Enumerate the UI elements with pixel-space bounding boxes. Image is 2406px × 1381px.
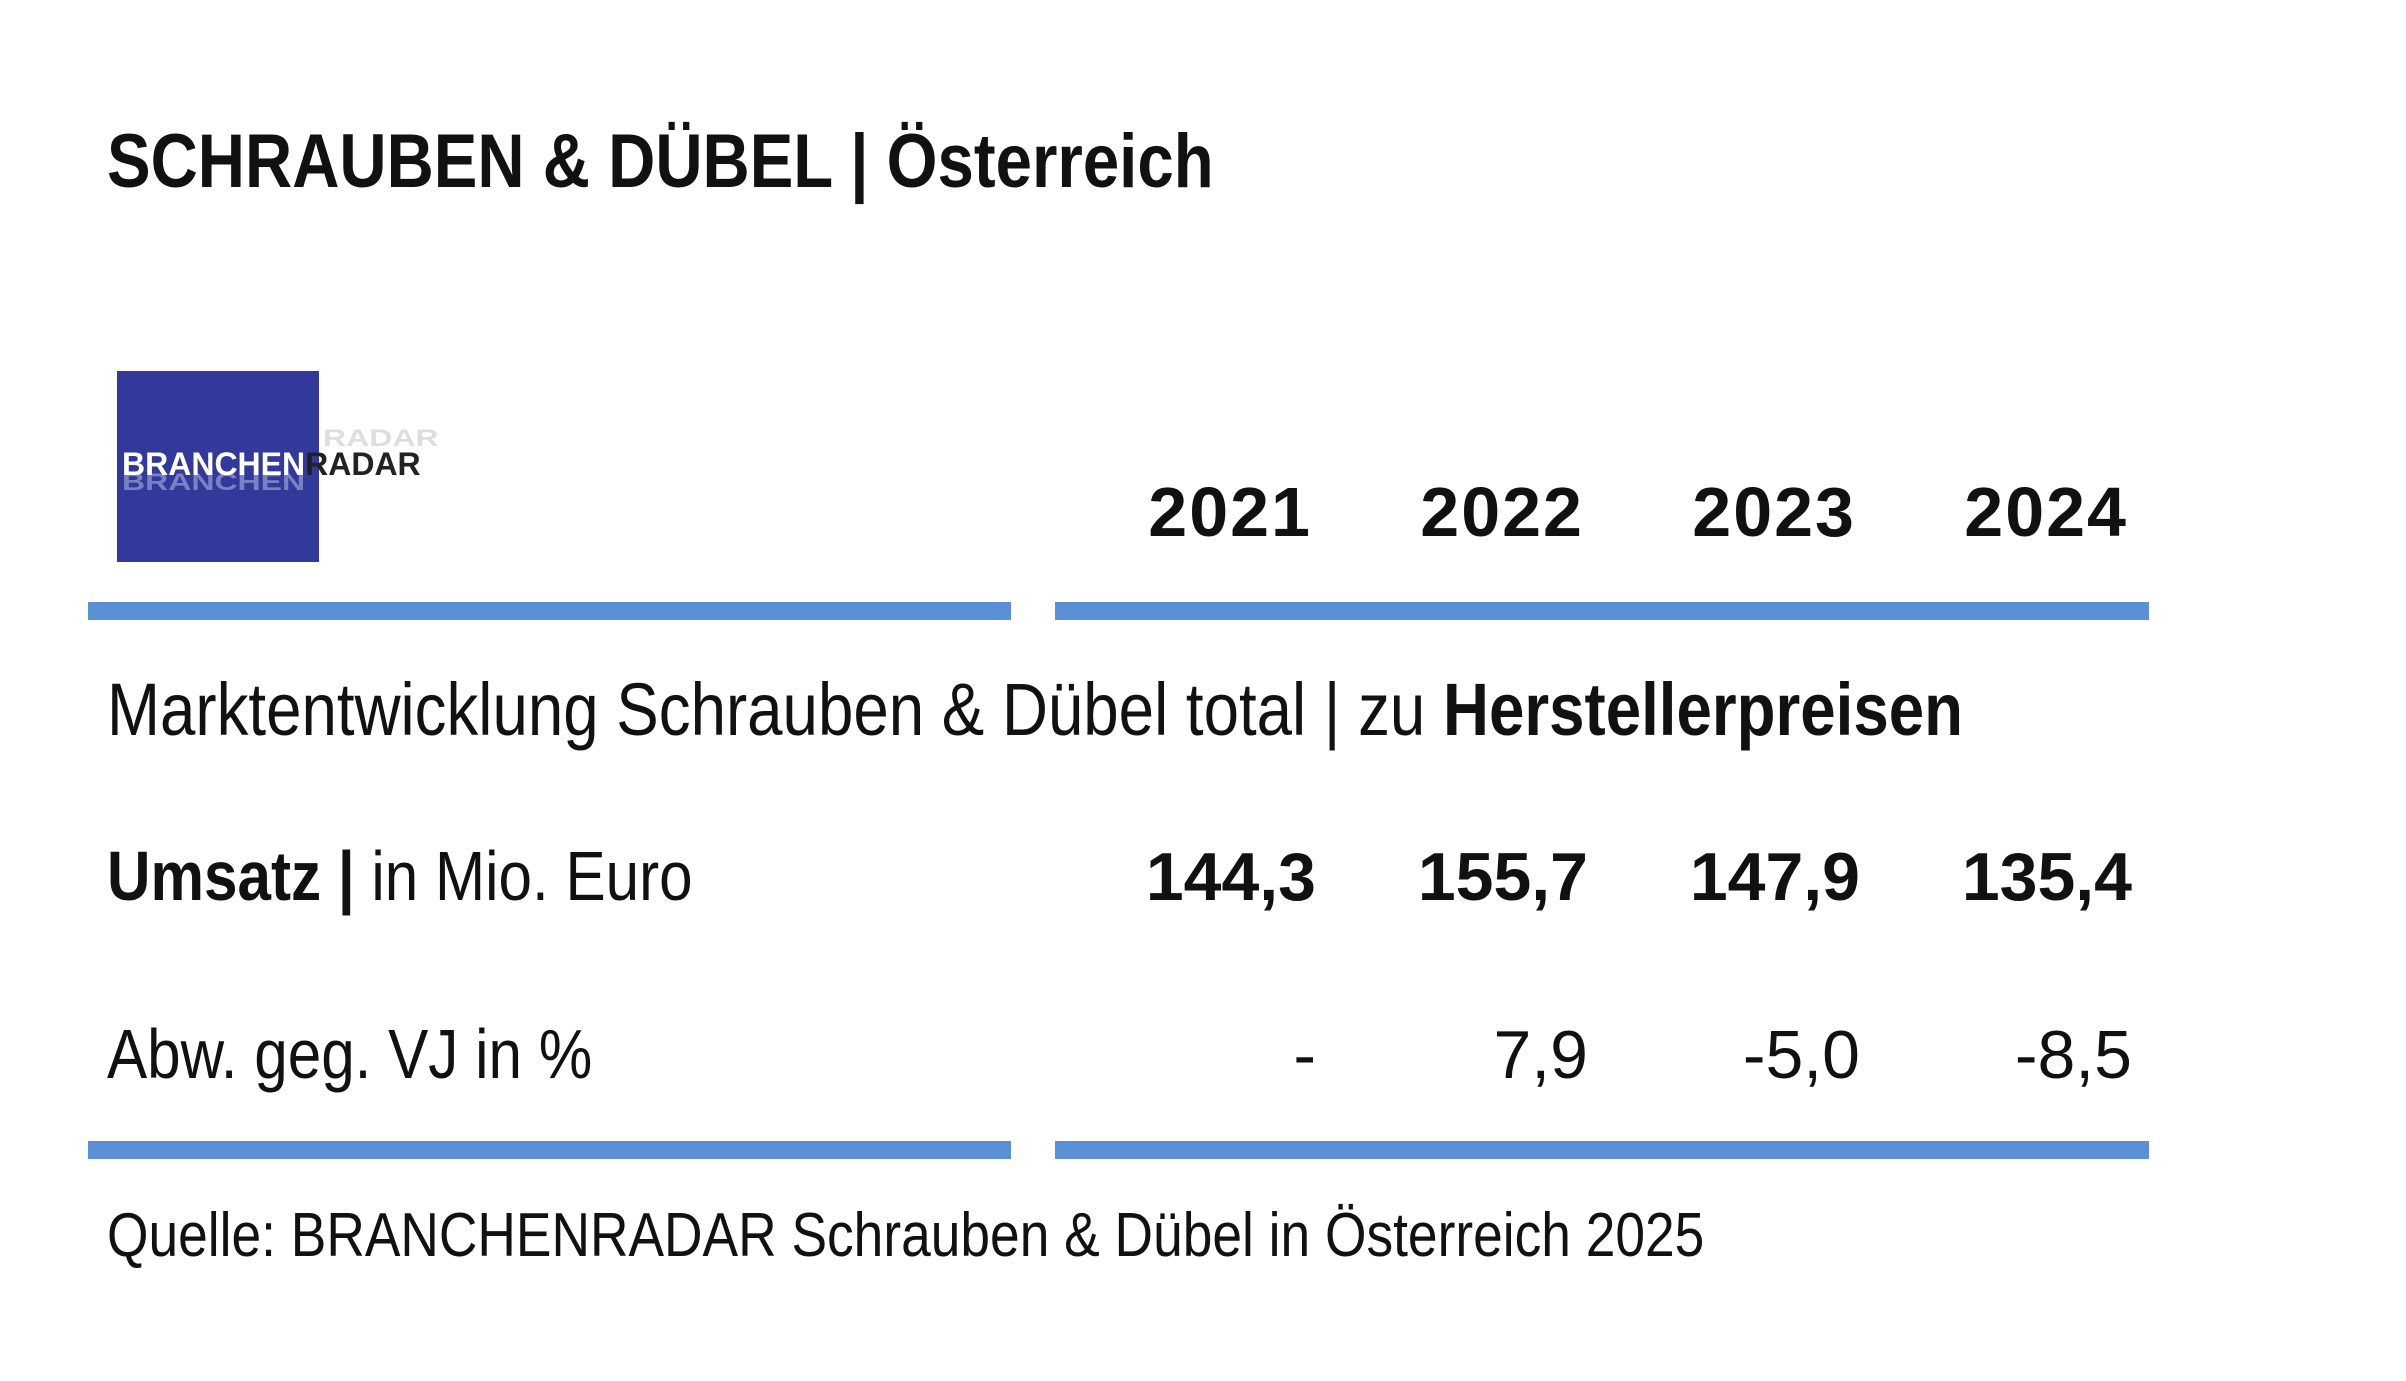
year-header-2022: 2022 xyxy=(1420,473,1584,551)
page-title: SCHRAUBEN & DÜBEL | Österreich xyxy=(107,119,1214,204)
subtitle-regular: Marktentwicklung Schrauben & Dübel total… xyxy=(107,668,1443,751)
table-subtitle: Marktentwicklung Schrauben & Dübel total… xyxy=(107,667,1963,752)
logo-reflection: BRANCHEN xyxy=(122,468,306,495)
subtitle-bold: Herstellerpreisen xyxy=(1442,668,1963,751)
logo-text-radar: RADAR xyxy=(305,446,421,482)
logo-text: BRANCHENRADAR xyxy=(122,446,421,483)
footer-rule-right xyxy=(1055,1141,2149,1159)
table-cell-umsatz-2021: 144,3 xyxy=(1145,839,1316,915)
branchenradar-logo xyxy=(117,371,319,562)
source-note: Quelle: BRANCHENRADAR Schrauben & Dübel … xyxy=(107,1201,1705,1270)
year-header-2023: 2023 xyxy=(1692,473,1856,551)
table-cell-abw-2023: -5,0 xyxy=(1742,1017,1860,1093)
row-label-umsatz: Umsatz | in Mio. Euro xyxy=(107,836,693,916)
logo-text-branchen: BRANCHEN xyxy=(122,446,306,482)
row-label-umsatz-unit: in Mio. Euro xyxy=(354,837,693,915)
table-cell-abw-2022: 7,9 xyxy=(1493,1017,1588,1093)
row-label-abweichung: Abw. geg. VJ in % xyxy=(107,1014,592,1094)
footer-rule-left xyxy=(88,1141,1011,1159)
table-cell-umsatz-2023: 147,9 xyxy=(1689,839,1860,915)
header-rule-right xyxy=(1055,602,2149,620)
year-header-2021: 2021 xyxy=(1148,473,1312,551)
table-cell-umsatz-2022: 155,7 xyxy=(1417,839,1588,915)
table-cell-abw-2024: -8,5 xyxy=(2014,1017,2132,1093)
row-label-umsatz-bold: Umsatz | xyxy=(107,837,355,915)
header-rule-left xyxy=(88,602,1011,620)
logo-reflection-radar: RADAR xyxy=(323,424,439,451)
row-label-abweichung-text: Abw. geg. VJ in % xyxy=(107,1015,593,1093)
table-cell-abw-2021: - xyxy=(1293,1017,1316,1093)
year-header-2024: 2024 xyxy=(1964,473,2128,551)
table-cell-umsatz-2024: 135,4 xyxy=(1961,839,2132,915)
